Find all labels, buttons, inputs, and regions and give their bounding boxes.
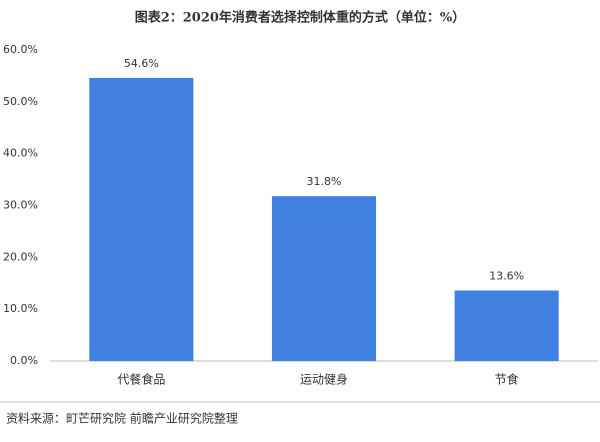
chart-title: 图表2：2020年消费者选择控制体重的方式（单位：%） bbox=[135, 10, 466, 26]
y-tick-label: 10.0% bbox=[3, 302, 38, 315]
value-label: 31.8% bbox=[307, 175, 342, 188]
value-label: 54.6% bbox=[124, 57, 159, 70]
y-tick-label: 60.0% bbox=[3, 43, 38, 56]
y-tick-label: 0.0% bbox=[10, 354, 38, 367]
x-tick-label: 运动健身 bbox=[300, 372, 348, 387]
x-tick-label: 代餐食品 bbox=[117, 372, 165, 387]
value-label: 13.6% bbox=[489, 270, 524, 283]
y-tick-label: 20.0% bbox=[3, 250, 38, 263]
bar bbox=[454, 290, 559, 361]
bar bbox=[271, 196, 377, 361]
x-tick-label: 节食 bbox=[495, 372, 519, 387]
bar bbox=[89, 77, 194, 362]
y-tick-label: 50.0% bbox=[3, 95, 38, 108]
source-note: 资料来源：町芒研究院 前瞻产业研究院整理 bbox=[6, 411, 238, 426]
y-tick-label: 30.0% bbox=[3, 199, 38, 212]
y-tick-label: 40.0% bbox=[3, 147, 38, 160]
